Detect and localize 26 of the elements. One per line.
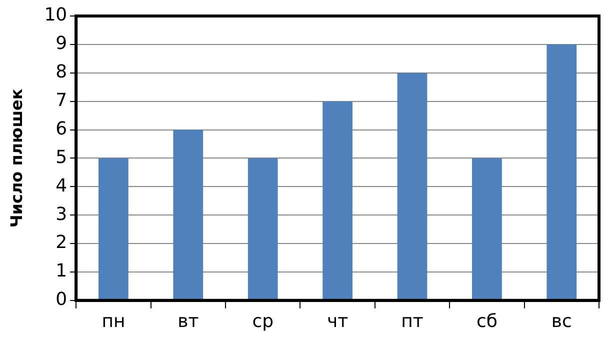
y-tick-label: 6 <box>56 118 68 140</box>
y-tick-label: 1 <box>56 260 68 282</box>
x-tick-label: пн <box>102 310 126 332</box>
bar <box>546 44 577 300</box>
y-tick-label: 7 <box>56 90 68 111</box>
x-tick-label: пт <box>401 310 424 332</box>
x-tick-label: сб <box>476 310 498 332</box>
bar <box>98 158 128 300</box>
x-tick-label: ср <box>252 310 274 332</box>
y-tick-label: 8 <box>56 62 68 83</box>
bar <box>248 158 278 300</box>
y-tick-label: 5 <box>56 146 68 168</box>
y-tick-label: 10 <box>44 4 68 26</box>
y-tick-label: 4 <box>56 175 68 196</box>
bar <box>397 72 428 300</box>
bar <box>322 101 352 300</box>
y-tick-label: 2 <box>56 232 68 254</box>
y-tick-label: 3 <box>56 204 68 225</box>
bar <box>173 130 204 300</box>
y-tick-label: 9 <box>56 33 68 54</box>
x-tick-label: вт <box>178 310 199 332</box>
x-tick-label: вс <box>551 310 572 332</box>
y-axis-title: Число плюшек <box>6 88 26 228</box>
bar <box>472 158 502 300</box>
y-tick-label: 0 <box>56 289 68 310</box>
x-tick-label: чт <box>326 310 348 332</box>
